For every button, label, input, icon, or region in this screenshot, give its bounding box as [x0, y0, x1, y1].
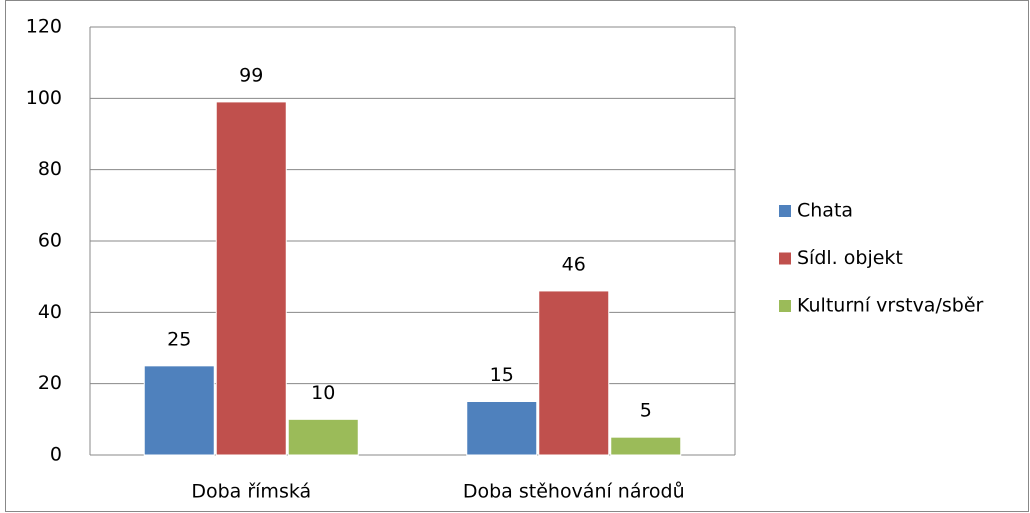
data-label: 15	[490, 364, 514, 386]
data-label: 25	[167, 328, 191, 350]
data-label: 10	[311, 382, 335, 404]
y-tick-label: 0	[50, 444, 62, 466]
data-label: 46	[562, 253, 586, 275]
y-tick-label: 120	[26, 16, 62, 38]
y-tick-label: 40	[38, 301, 62, 323]
legend-swatch	[779, 300, 791, 312]
legend-label: Chata	[797, 200, 853, 222]
y-tick-label: 60	[38, 230, 62, 252]
bar	[466, 401, 538, 456]
bar	[610, 436, 682, 456]
y-tick-label: 20	[38, 372, 62, 394]
bar	[538, 290, 610, 456]
chart-border	[5, 0, 1029, 512]
legend-swatch	[779, 205, 791, 217]
y-tick-label: 80	[38, 158, 62, 180]
bar	[215, 101, 287, 456]
legend-swatch	[779, 252, 791, 265]
bar	[143, 365, 215, 456]
legend-label: Kulturní vrstva/sběr	[797, 295, 984, 317]
y-tick-label: 100	[26, 87, 62, 109]
data-label: 99	[239, 64, 263, 86]
data-label: 5	[640, 400, 652, 422]
x-tick-label: Doba stěhování národů	[463, 481, 685, 503]
bar	[287, 418, 359, 456]
x-tick-label: Doba římská	[191, 481, 311, 503]
legend-label: Sídl. objekt	[797, 247, 903, 269]
